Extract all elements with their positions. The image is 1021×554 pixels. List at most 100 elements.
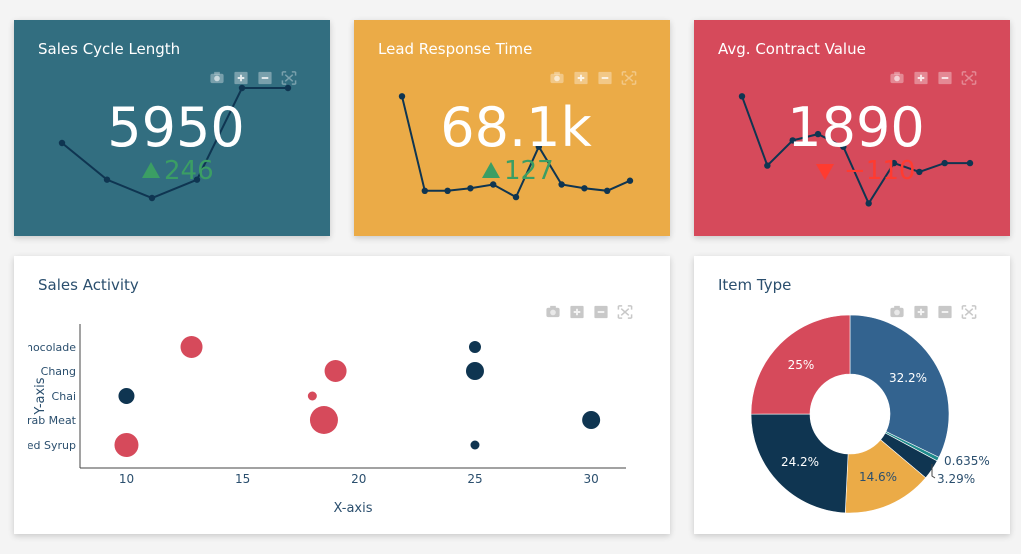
zoom-in-icon[interactable] (912, 70, 930, 86)
autoscale-icon[interactable] (620, 70, 638, 86)
kpi-delta: 127 (504, 156, 554, 186)
sparkline-point (764, 162, 771, 169)
slice-label: 0.635% (944, 454, 990, 468)
y-axis-title: Y-axis (33, 377, 48, 415)
kpi-delta: 246 (164, 156, 214, 186)
x-tick-label: 20 (351, 472, 366, 486)
camera-icon[interactable] (888, 304, 906, 320)
autoscale-icon[interactable] (616, 304, 634, 320)
sparkline-point (193, 176, 201, 183)
kpi-value: 68.1k (440, 96, 592, 159)
donut-slice[interactable] (750, 314, 851, 415)
donut-slice[interactable] (849, 314, 950, 458)
slice-label: 3.29% (937, 472, 975, 486)
autoscale-icon[interactable] (280, 70, 298, 86)
y-tick-label: nocolade (26, 341, 76, 354)
sparkline-point (604, 187, 611, 194)
kpi-title: Lead Response Time (378, 40, 533, 58)
kpi-card-contract-value: Avg. Contract Value 1890 −110 (694, 20, 1010, 236)
sparkline-point (284, 84, 292, 92)
modebar (548, 70, 638, 86)
sparkline-point (490, 181, 497, 188)
item-type-card: Item Type 32.2% 0.635% 3.29% 14.6% 24.2% 25% (694, 256, 1010, 534)
scatter-point[interactable] (470, 440, 480, 450)
camera-icon[interactable] (548, 70, 566, 86)
delta-up-icon (482, 162, 500, 178)
x-tick-label: 15 (235, 472, 250, 486)
slice-label: 25% (788, 358, 815, 372)
chart-title: Sales Activity (38, 276, 139, 294)
scatter-point[interactable] (468, 341, 481, 353)
scatter-point[interactable] (114, 433, 139, 457)
sales-activity-card: Sales Activity 10 15 20 25 30 ed Syrup rab Mea… (14, 256, 670, 534)
zoom-in-icon[interactable] (912, 304, 930, 320)
autoscale-icon[interactable] (960, 304, 978, 320)
scatter-point[interactable] (324, 360, 347, 382)
scatter-point[interactable] (465, 362, 484, 380)
zoom-out-icon[interactable] (596, 70, 614, 86)
scatter-chart[interactable]: 10 15 20 25 30 ed Syrup rab Meat Chai Chang nocol… (14, 256, 670, 534)
x-tick-label: 10 (119, 472, 134, 486)
y-tick-label: Chang (41, 365, 76, 378)
zoom-in-icon[interactable] (232, 70, 250, 86)
sparkline-path (741, 95, 970, 206)
modebar (544, 304, 634, 320)
donut-slice[interactable] (750, 413, 849, 514)
slice-label: 24.2% (781, 455, 819, 469)
autoscale-icon[interactable] (960, 70, 978, 86)
sparkline-point (966, 159, 974, 167)
chart-title: Item Type (718, 276, 792, 294)
sparkline-point (421, 187, 428, 194)
sparkline-point (738, 93, 746, 100)
x-axis-title: X-axis (334, 501, 373, 516)
slice-label: 14.6% (859, 470, 897, 484)
zoom-out-icon[interactable] (256, 70, 274, 86)
donut-chart[interactable]: 32.2% 0.635% 3.29% 14.6% 24.2% 25% (694, 256, 1010, 534)
y-tick-label: rab Meat (27, 414, 77, 427)
slice-label: 32.2% (889, 371, 927, 385)
zoom-out-icon[interactable] (592, 304, 610, 320)
zoom-out-icon[interactable] (936, 304, 954, 320)
sparkline-point (581, 185, 588, 192)
delta-up-icon (142, 162, 160, 178)
camera-icon[interactable] (888, 70, 906, 86)
camera-icon[interactable] (544, 304, 562, 320)
scatter-point[interactable] (180, 336, 203, 358)
kpi-delta: −110 (844, 156, 915, 186)
label-leader-line (931, 464, 936, 479)
delta-down-icon (816, 164, 834, 180)
kpi-card-sales-cycle: Sales Cycle Length 5950 246 (14, 20, 330, 236)
sparkline-point (626, 177, 634, 184)
sparkline-point (916, 168, 923, 176)
x-tick-label: 25 (467, 472, 482, 486)
zoom-in-icon[interactable] (572, 70, 590, 86)
sparkline-point (890, 159, 898, 167)
sparkline-point (238, 84, 246, 92)
scatter-point[interactable] (307, 391, 317, 401)
sparkline-point (398, 93, 406, 100)
kpi-card-lead-response: Lead Response Time 68.1k 127 (354, 20, 670, 236)
zoom-in-icon[interactable] (568, 304, 586, 320)
sparkline-point (840, 143, 847, 150)
modebar (888, 70, 978, 86)
y-tick-label: Chai (52, 390, 76, 403)
scatter-point[interactable] (582, 411, 601, 429)
camera-icon[interactable] (208, 70, 226, 86)
sparkline-path (61, 87, 288, 200)
sparkline-point (103, 176, 111, 183)
sparkline-point (865, 200, 872, 207)
y-tick-label: ed Syrup (27, 439, 76, 452)
scatter-point[interactable] (118, 388, 135, 404)
kpi-sparkline: 1890−110 (738, 93, 974, 207)
scatter-point[interactable] (309, 406, 338, 434)
x-tick-label: 30 (584, 472, 599, 486)
sparkline-point (467, 185, 474, 192)
kpi-title: Sales Cycle Length (38, 40, 181, 58)
sparkline-point (789, 137, 796, 144)
kpi-value: 1890 (787, 96, 924, 159)
zoom-out-icon[interactable] (936, 70, 954, 86)
sparkline-point (558, 181, 565, 188)
sparkline-point (444, 187, 451, 194)
